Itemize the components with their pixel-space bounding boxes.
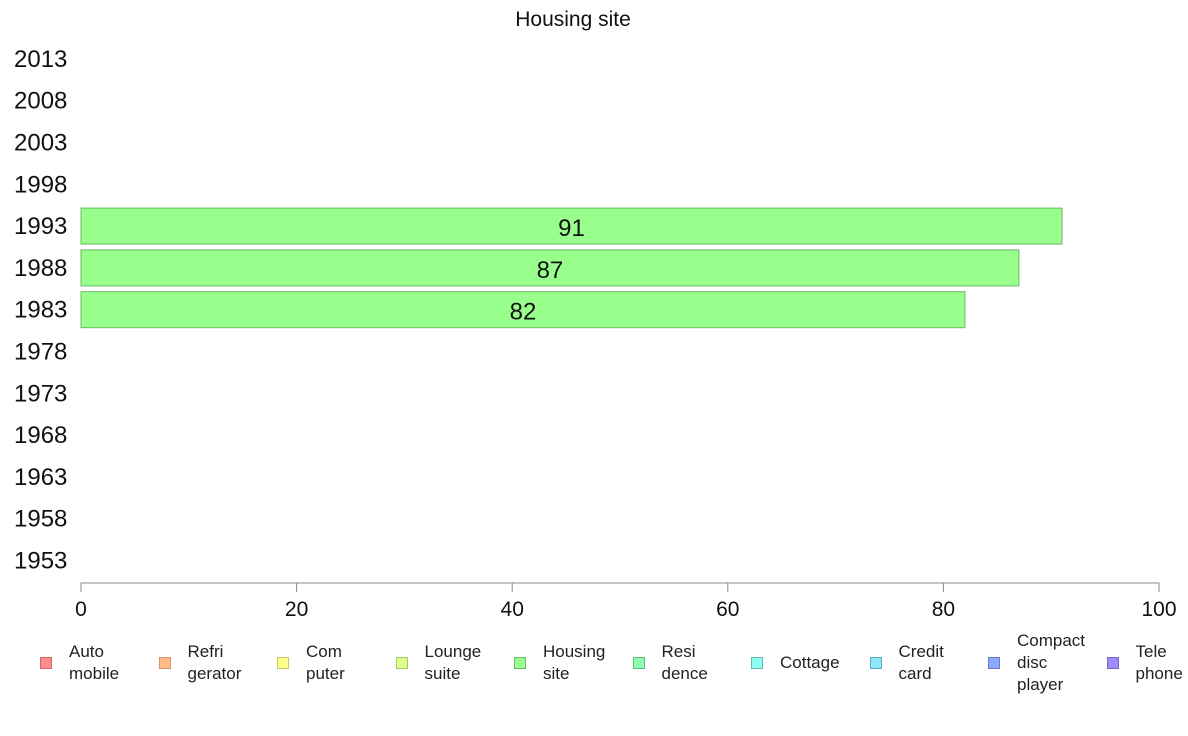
legend-label: Credit card: [898, 642, 944, 683]
legend-swatch: [751, 657, 763, 669]
legend-item: Auto mobile: [40, 630, 160, 700]
x-tick-label: 100: [1141, 598, 1176, 621]
legend-swatch: [632, 657, 645, 669]
x-tick-label: 40: [501, 598, 524, 621]
bar-value-label: 82: [510, 299, 537, 326]
legend-item: Credit card: [869, 630, 990, 700]
y-tick-label: 1968: [14, 422, 67, 449]
legend-label: Lounge suite: [424, 642, 482, 683]
chart-title: Housing site: [515, 8, 631, 31]
bar: [80, 291, 966, 329]
y-tick-label: 1998: [14, 171, 67, 198]
y-tick-label: 2003: [14, 130, 67, 157]
x-tick-label: 0: [75, 598, 87, 621]
y-tick-label: 1973: [14, 380, 67, 407]
legend-swatch: [40, 657, 52, 669]
legend-label: Com puter: [306, 642, 345, 683]
legend-label: Housing site: [543, 642, 606, 683]
bar: [80, 207, 1063, 245]
legend-item: Compact disc player: [988, 630, 1108, 700]
legend-swatch: [395, 657, 408, 669]
bar-chart: Housing site 2013 2008 2003 1998 1993 1988 198…: [14, 8, 1177, 621]
y-tick-label: 1963: [14, 464, 67, 491]
legend-item: Housing site: [514, 630, 634, 700]
legend-swatch: [158, 657, 171, 669]
legend-swatch: [988, 657, 1000, 669]
legend-label: Refri gerator: [187, 642, 242, 683]
y-tick-label: 1958: [14, 506, 67, 533]
legend-swatch: [869, 657, 882, 669]
y-tick-label: 2013: [14, 46, 67, 73]
y-tick-label: 2008: [14, 88, 67, 115]
legend-item: Cottage: [751, 630, 871, 700]
y-tick-label: 1983: [14, 297, 67, 324]
legend-item: Lounge suite: [395, 630, 516, 700]
legend-item: Refri gerator: [158, 630, 279, 700]
x-tick-label: 60: [716, 598, 739, 621]
legend-label: Auto mobile: [69, 642, 120, 683]
x-tick-label: 20: [285, 598, 308, 621]
legend-swatch: [1106, 657, 1119, 669]
y-tick-label: 1953: [14, 548, 67, 575]
x-tick-label: 80: [932, 598, 955, 621]
bar-value-label: 87: [537, 257, 564, 284]
legend-label: Tele phone: [1135, 642, 1183, 683]
legend-label: Cottage: [780, 653, 840, 672]
legend-item: Tele phone: [1106, 630, 1188, 700]
y-tick-label: 1978: [14, 339, 67, 366]
y-tick-label: 1993: [14, 213, 67, 240]
bar-value-label: 91: [558, 215, 585, 242]
legend-label: Compact disc player: [1017, 631, 1086, 694]
bar: [80, 249, 1020, 287]
legend-swatch: [514, 657, 526, 669]
chart-legend: Auto mobile Refri gerator Com puter Lounge …: [0, 630, 1188, 710]
legend-item: Com puter: [277, 630, 397, 700]
legend-label: Resi dence: [661, 642, 708, 683]
legend-swatch: [277, 657, 289, 669]
legend-item: Resi dence: [632, 630, 753, 700]
y-tick-label: 1988: [14, 255, 67, 282]
